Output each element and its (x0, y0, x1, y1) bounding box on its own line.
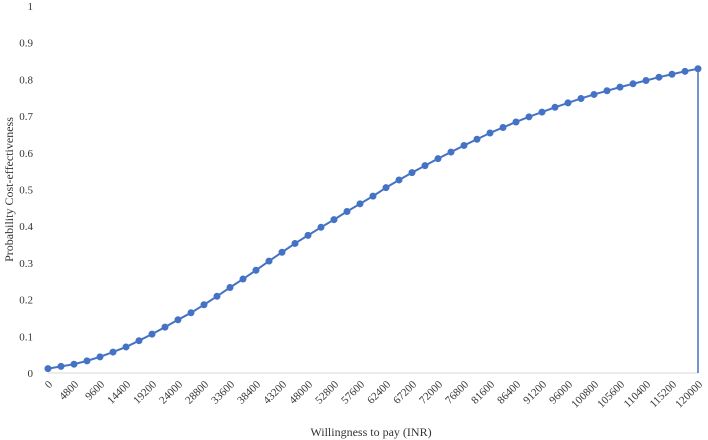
data-point (330, 216, 338, 224)
data-point (564, 99, 572, 107)
y-tick-label: 0.9 (19, 38, 33, 50)
data-point (200, 301, 208, 309)
x-tick-label: 105600 (595, 378, 627, 410)
y-tick-label: 0.3 (19, 258, 33, 270)
data-point (122, 343, 130, 351)
data-point (590, 90, 598, 98)
data-point (616, 83, 624, 91)
data-point (486, 129, 494, 137)
data-point (265, 257, 273, 265)
data-point (343, 208, 351, 216)
y-tick-label: 0.7 (19, 111, 33, 123)
data-point (70, 360, 78, 368)
y-tick-label: 0 (28, 368, 34, 380)
data-point (655, 73, 663, 81)
data-point (551, 103, 559, 111)
series-markers (44, 65, 702, 373)
x-tick-label: 91200 (521, 378, 549, 406)
data-point (538, 108, 546, 116)
data-point (213, 292, 221, 300)
x-axis-title: Willingness to pay (INR) (310, 425, 431, 439)
data-point (57, 362, 65, 370)
data-point (577, 94, 585, 102)
data-point (96, 353, 104, 361)
data-point (694, 65, 702, 73)
data-point (239, 275, 247, 283)
data-point (83, 357, 91, 365)
data-point (668, 70, 676, 78)
data-point (434, 155, 442, 163)
x-tick-label: 62400 (365, 378, 393, 406)
x-tick-label: 100800 (569, 378, 601, 410)
x-tick-label: 81600 (469, 378, 497, 406)
data-point (629, 80, 637, 88)
data-point (447, 148, 455, 156)
data-point (356, 200, 364, 208)
x-tick-label: 110400 (622, 378, 654, 410)
data-point (317, 223, 325, 231)
data-point (473, 135, 481, 143)
x-tick-label: 115200 (648, 378, 680, 410)
y-tick-label: 0.2 (19, 295, 33, 307)
x-tick-label: 9600 (83, 378, 107, 402)
data-point (135, 337, 143, 345)
x-tick-label: 33600 (209, 378, 237, 406)
x-tick-label: 120000 (673, 378, 705, 410)
data-point (44, 365, 52, 373)
data-point (278, 248, 286, 256)
y-tick-label: 1 (28, 1, 34, 13)
x-tick-label: 28800 (183, 378, 211, 406)
y-tick-label: 0.4 (19, 221, 33, 233)
data-point (148, 330, 156, 338)
data-point (499, 123, 507, 131)
data-point (187, 309, 195, 317)
x-tick-label: 76800 (443, 378, 471, 406)
y-axis-ticks: 0 0.1 0.2 0.3 0.4 0.5 0.6 0.7 0.8 0.9 1 (19, 1, 33, 380)
x-tick-label: 52800 (313, 378, 341, 406)
series-line (47, 67, 699, 370)
data-point (161, 323, 169, 331)
y-tick-label: 0.8 (19, 74, 33, 86)
x-tick-label: 4800 (57, 378, 81, 402)
y-tick-label: 0.1 (19, 331, 33, 343)
data-point (174, 316, 182, 324)
x-tick-label: 48000 (287, 378, 315, 406)
x-tick-label: 14400 (105, 378, 133, 406)
data-point (408, 169, 416, 177)
data-point (291, 239, 299, 247)
data-point (512, 118, 520, 126)
data-point (226, 283, 234, 291)
data-point (109, 348, 117, 356)
x-tick-label: 57600 (339, 378, 367, 406)
x-tick-label: 0 (43, 378, 56, 391)
y-tick-label: 0.6 (19, 148, 33, 160)
data-point (421, 162, 429, 170)
data-point (304, 231, 312, 239)
data-point (603, 87, 611, 95)
data-point (382, 184, 390, 192)
data-point (525, 113, 533, 121)
x-tick-label: 43200 (261, 378, 289, 406)
data-point (642, 77, 650, 85)
x-tick-label: 38400 (235, 378, 263, 406)
data-point (252, 266, 260, 274)
x-tick-label: 24000 (157, 378, 185, 406)
data-point (681, 67, 689, 75)
x-tick-label: 72000 (417, 378, 445, 406)
data-point (460, 141, 468, 149)
data-point (369, 192, 377, 200)
y-tick-label: 0.5 (19, 185, 33, 197)
x-axis-ticks: 0 4800 96001440019200240002880033600384004… (43, 378, 706, 410)
data-point (395, 176, 403, 184)
x-tick-label: 67200 (391, 378, 419, 406)
y-axis-title: Probability Cost-effectiveness (2, 117, 16, 262)
x-tick-label: 19200 (131, 378, 159, 406)
x-tick-label: 86400 (495, 378, 523, 406)
